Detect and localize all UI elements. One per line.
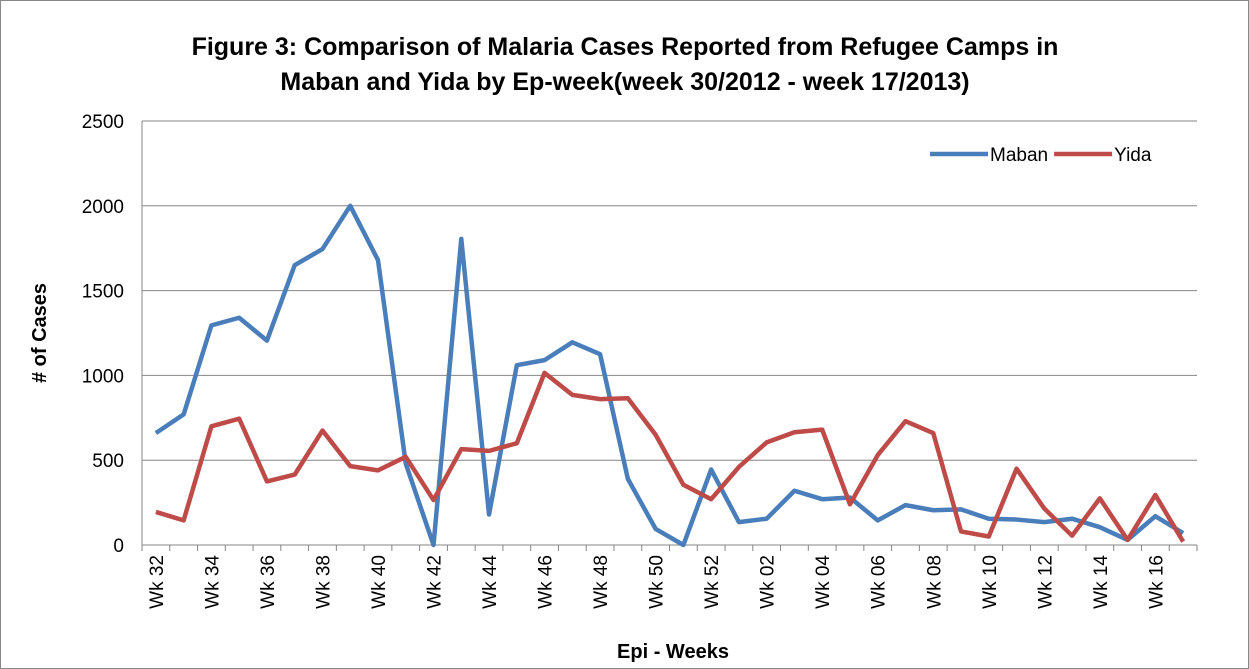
y-tick-label: 1500	[82, 282, 124, 303]
y-tick-label: 0	[113, 536, 124, 557]
x-tick-label: Wk 32	[147, 555, 168, 609]
x-tick-label: Wk 04	[813, 555, 834, 609]
y-tick-label: 500	[92, 451, 124, 472]
y-axis-label: # of Cases	[29, 283, 51, 383]
x-axis-label: Epi - Weeks	[617, 641, 729, 663]
x-tick-label: Wk 34	[202, 555, 223, 609]
x-tick-label: Wk 52	[702, 555, 723, 609]
x-tick-label: Wk 40	[369, 555, 390, 609]
x-tick-label: Wk 12	[1035, 555, 1056, 609]
x-tick-label: Wk 44	[480, 555, 501, 609]
y-tick-label: 1000	[82, 366, 124, 387]
x-tick-label: Wk 16	[1146, 555, 1167, 609]
x-tick-label: Wk 08	[924, 555, 945, 609]
x-tick-label: Wk 10	[980, 555, 1001, 609]
x-tick-label: Wk 46	[536, 555, 557, 609]
x-tick-label: Wk 02	[758, 555, 779, 609]
chart-title: Figure 3: Comparison of Malaria Cases Re…	[192, 33, 1059, 61]
legend-label: Yida	[1114, 145, 1152, 166]
x-tick-label: Wk 06	[869, 555, 890, 609]
x-tick-label: Wk 48	[591, 555, 612, 609]
x-tick-label: Wk 14	[1091, 555, 1112, 609]
legend-label: Maban	[990, 145, 1048, 166]
x-tick-label: Wk 50	[647, 555, 668, 609]
x-tick-label: Wk 42	[425, 555, 446, 609]
y-tick-label: 2000	[82, 197, 124, 218]
x-tick-label: Wk 36	[258, 555, 279, 609]
line-series	[154, 203, 1185, 548]
x-tick-label: Wk 38	[313, 555, 334, 609]
line-series	[155, 370, 1186, 543]
chart-title: Maban and Yida by Ep-week(week 30/2012 -…	[280, 68, 969, 96]
y-tick-label: 2500	[82, 112, 124, 133]
